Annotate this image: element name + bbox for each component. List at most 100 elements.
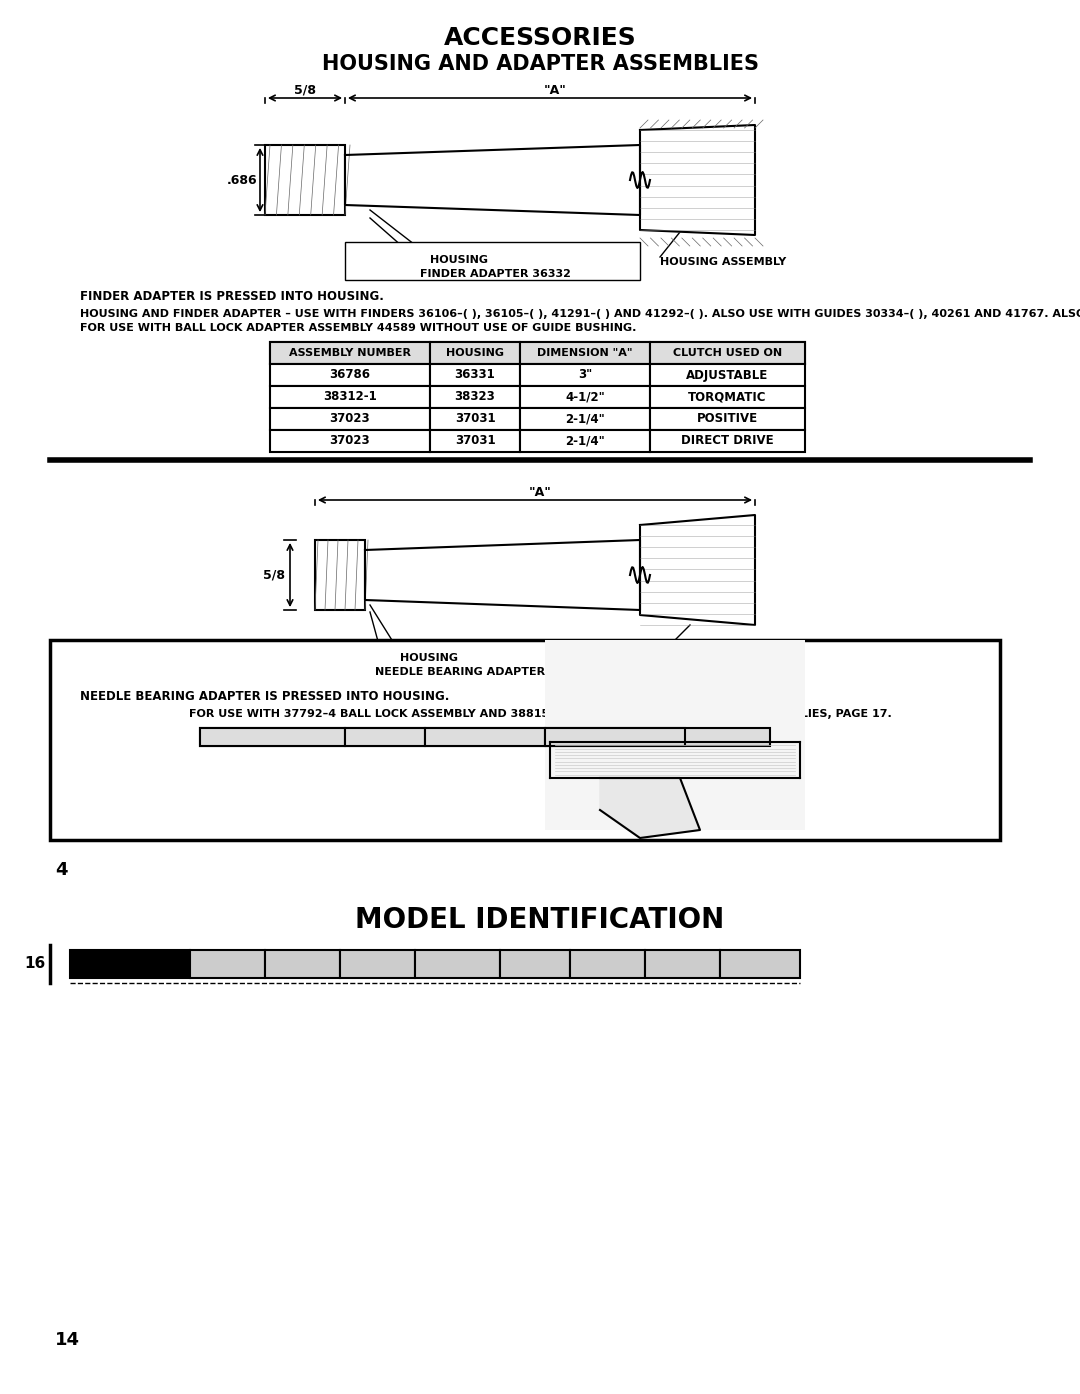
Text: 36331: 36331 bbox=[455, 368, 496, 382]
Bar bbox=[519, 408, 650, 429]
Text: 37031: 37031 bbox=[455, 413, 496, 425]
Text: 2-1/4": 2-1/4" bbox=[565, 435, 605, 447]
Bar bbox=[430, 386, 519, 408]
Text: ACCESSORIES: ACCESSORIES bbox=[444, 26, 636, 50]
Bar bbox=[430, 429, 519, 452]
Bar bbox=[345, 728, 426, 746]
Bar bbox=[345, 243, 640, 280]
Text: NEEDLE BEARING ADAPTER IS PRESSED INTO HOUSING.: NEEDLE BEARING ADAPTER IS PRESSED INTO H… bbox=[80, 690, 449, 703]
Bar bbox=[330, 640, 640, 680]
Text: CLUTCH USED ON: CLUTCH USED ON bbox=[673, 348, 782, 358]
Bar bbox=[720, 949, 800, 979]
Bar bbox=[315, 539, 365, 611]
Text: 4-1/2": 4-1/2" bbox=[565, 390, 605, 403]
Text: CLUTCH USED ON: CLUTCH USED ON bbox=[570, 732, 660, 742]
Text: HOUSING: HOUSING bbox=[400, 652, 458, 664]
Bar bbox=[200, 728, 770, 746]
Bar bbox=[50, 640, 1000, 841]
Polygon shape bbox=[600, 778, 700, 838]
Text: MOTOR: MOTOR bbox=[586, 959, 629, 969]
Text: PISTOL: PISTOL bbox=[662, 959, 703, 969]
Text: 37031: 37031 bbox=[455, 435, 496, 447]
Text: "A": "A" bbox=[528, 485, 552, 499]
Bar bbox=[340, 949, 415, 979]
Text: NEEDLE BEARING ADAPTER 37791: NEEDLE BEARING ADAPTER 37791 bbox=[375, 666, 588, 677]
Bar bbox=[650, 364, 805, 386]
Bar bbox=[519, 429, 650, 452]
Bar bbox=[430, 364, 519, 386]
Text: 16: 16 bbox=[25, 956, 45, 972]
Text: 14: 14 bbox=[55, 1331, 80, 1349]
Bar bbox=[270, 408, 430, 429]
Text: 37023: 37023 bbox=[329, 435, 370, 447]
Bar bbox=[70, 949, 190, 979]
Text: MODEL: MODEL bbox=[105, 958, 154, 970]
Text: 3": 3" bbox=[578, 368, 592, 382]
Text: FOR USE WITH BALL LOCK ADAPTER ASSEMBLY 44589 WITHOUT USE OF GUIDE BUSHING.: FOR USE WITH BALL LOCK ADAPTER ASSEMBLY … bbox=[80, 323, 636, 333]
Bar bbox=[650, 408, 805, 429]
Text: CLUTCH: CLUTCH bbox=[280, 959, 325, 969]
Text: FOR USE WITH 37792–4 BALL LOCK ASSEMBLY AND 38815–2 AND 38815–4 SQUARE DRIVE ASS: FOR USE WITH 37792–4 BALL LOCK ASSEMBLY … bbox=[189, 710, 891, 719]
Text: CLUTCH: CLUTCH bbox=[354, 959, 401, 969]
Text: ADJUSTABLE: ADJUSTABLE bbox=[687, 368, 769, 382]
Text: MODEL IDENTIFICATION: MODEL IDENTIFICATION bbox=[355, 906, 725, 934]
Bar bbox=[270, 429, 430, 452]
Bar bbox=[519, 342, 650, 364]
Bar bbox=[645, 949, 720, 979]
Text: HOUSING ASSEMBLY: HOUSING ASSEMBLY bbox=[660, 655, 786, 665]
Text: "A": "A" bbox=[543, 84, 566, 96]
Polygon shape bbox=[640, 125, 755, 236]
Bar bbox=[519, 364, 650, 386]
Bar bbox=[265, 145, 345, 215]
Text: 38323: 38323 bbox=[455, 390, 496, 403]
Bar bbox=[270, 364, 430, 386]
Polygon shape bbox=[365, 539, 640, 611]
Text: 4: 4 bbox=[55, 861, 67, 880]
Bar bbox=[190, 949, 265, 979]
Text: DIMENSION "A": DIMENSION "A" bbox=[446, 732, 524, 742]
Bar bbox=[650, 386, 805, 408]
Text: 38312-1: 38312-1 bbox=[323, 390, 377, 403]
Text: HOUSING: HOUSING bbox=[430, 255, 488, 265]
Text: DIRECT DRIVE: DIRECT DRIVE bbox=[681, 435, 773, 447]
Bar bbox=[200, 728, 345, 746]
Text: HOUSING: HOUSING bbox=[446, 348, 504, 358]
Bar bbox=[415, 949, 500, 979]
Text: FINDER ADAPTER 36332: FINDER ADAPTER 36332 bbox=[420, 269, 571, 279]
Bar bbox=[545, 728, 685, 746]
Text: POSITIVE: POSITIVE bbox=[697, 413, 758, 425]
Bar bbox=[270, 386, 430, 408]
Text: 5/8: 5/8 bbox=[264, 569, 285, 581]
Text: ASSEMBLY NUMBER: ASSEMBLY NUMBER bbox=[289, 348, 411, 358]
Text: 36786: 36786 bbox=[329, 368, 370, 382]
Text: AUXILIARY: AUXILIARY bbox=[427, 959, 488, 969]
Polygon shape bbox=[345, 145, 640, 215]
Text: ASSEMBLY NUMBER: ASSEMBLY NUMBER bbox=[222, 732, 322, 742]
Bar bbox=[430, 342, 519, 364]
Text: GEARING: GEARING bbox=[733, 959, 786, 969]
Bar bbox=[650, 429, 805, 452]
Bar bbox=[519, 386, 650, 408]
Bar bbox=[430, 408, 519, 429]
Text: DRIVE: DRIVE bbox=[517, 959, 553, 969]
Text: 37023: 37023 bbox=[329, 413, 370, 425]
Text: 2-1/4": 2-1/4" bbox=[565, 413, 605, 425]
Text: HOUSING AND ADAPTER ASSEMBLIES: HOUSING AND ADAPTER ASSEMBLIES bbox=[322, 54, 758, 74]
Bar bbox=[500, 949, 570, 979]
Text: DIMENSION "A": DIMENSION "A" bbox=[537, 348, 633, 358]
Bar bbox=[570, 949, 645, 979]
Text: R.P.M.: R.P.M. bbox=[210, 959, 245, 969]
Text: FINDER ADAPTER IS PRESSED INTO HOUSING.: FINDER ADAPTER IS PRESSED INTO HOUSING. bbox=[80, 290, 383, 302]
Text: .686: .686 bbox=[227, 173, 257, 187]
Text: 5/8: 5/8 bbox=[294, 84, 316, 96]
Polygon shape bbox=[640, 514, 755, 625]
Bar bbox=[270, 342, 430, 364]
Bar bbox=[545, 640, 805, 829]
Bar bbox=[650, 342, 805, 364]
Bar bbox=[270, 342, 805, 364]
Bar bbox=[426, 728, 545, 746]
Bar bbox=[265, 949, 340, 979]
Text: HOUSING ASSEMBLY: HOUSING ASSEMBLY bbox=[660, 256, 786, 268]
Text: TORQMATIC: TORQMATIC bbox=[688, 390, 767, 403]
Text: HOUSING AND FINDER ADAPTER – USE WITH FINDERS 36106–( ), 36105–( ), 41291–( ) AN: HOUSING AND FINDER ADAPTER – USE WITH FI… bbox=[80, 309, 1080, 319]
